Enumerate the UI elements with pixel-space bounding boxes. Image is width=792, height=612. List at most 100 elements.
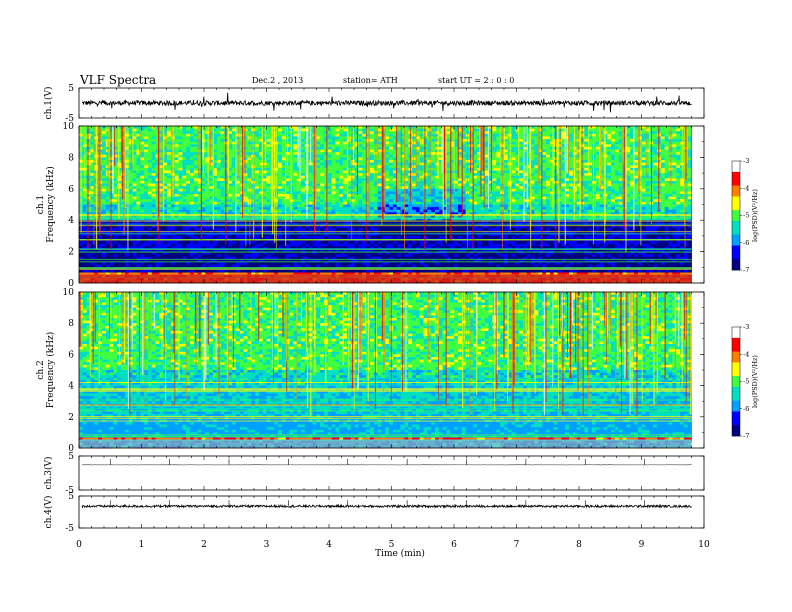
spectrogram-cell — [634, 173, 639, 177]
spectrogram-cell — [159, 152, 164, 156]
spectrogram-cell — [580, 157, 585, 161]
spectrogram-cell — [664, 162, 669, 166]
spectrogram-cell — [488, 139, 493, 143]
spectrogram-cell — [569, 149, 574, 153]
spectrogram-cell — [660, 162, 666, 166]
spectrogram-cell — [293, 183, 298, 187]
spectrogram-cell — [335, 178, 340, 182]
spectrogram-cell — [469, 196, 474, 200]
spectrogram-cell — [660, 201, 666, 205]
spectrogram-cell — [163, 141, 168, 145]
spectrogram-cell — [212, 173, 218, 177]
spectrogram-cell — [278, 154, 283, 158]
spectrogram-cell — [324, 128, 329, 132]
spectrogram-cell — [266, 196, 271, 200]
spectrogram-cell — [86, 194, 91, 198]
spectrogram-cell — [174, 188, 179, 192]
spectrogram-cell — [584, 199, 589, 203]
spectrogram-cell — [496, 188, 501, 192]
spectrogram-cell — [389, 133, 394, 137]
spectrogram-cell — [461, 141, 467, 145]
spectrogram-cell — [404, 183, 409, 187]
spectrogram-cell — [128, 201, 133, 205]
spectrogram-cell — [641, 141, 646, 145]
spectrogram-cell — [515, 152, 520, 156]
spectrogram-cell — [159, 191, 164, 195]
spectrogram-cell — [611, 183, 616, 187]
spectrogram-cell — [419, 139, 424, 143]
spectrogram-cell — [86, 149, 91, 153]
spectrogram-cell — [389, 201, 394, 205]
spectrogram-cell — [465, 170, 470, 174]
spectrogram-cell — [366, 180, 371, 184]
spectrogram-cell — [469, 162, 474, 166]
spectrogram-cell — [346, 183, 352, 187]
spectrogram-cell — [301, 162, 306, 166]
spectrogram-cell — [404, 160, 409, 164]
spectrogram-cell — [190, 183, 195, 187]
spectrogram-cell — [618, 194, 623, 198]
spectrogram-cell — [580, 175, 585, 179]
spectrogram-cell — [392, 126, 398, 130]
spectrogram-cell — [193, 165, 199, 169]
spectrogram-cell — [530, 175, 535, 179]
spectrogram-cell — [193, 152, 199, 156]
spectrogram-cell — [546, 167, 551, 171]
spectrogram-cell — [316, 133, 321, 137]
spectrogram-cell — [423, 167, 428, 171]
spectrogram-cell — [144, 194, 149, 198]
spectrogram-cell — [327, 128, 333, 132]
spectrogram-cell — [86, 191, 91, 195]
spectrogram-cell — [645, 146, 650, 150]
spectrogram-cell — [324, 160, 329, 164]
spectrogram-cell — [626, 133, 631, 137]
spectrogram-cell — [167, 199, 172, 203]
spectrogram-cell — [664, 170, 669, 174]
spectrogram-cell — [457, 178, 463, 182]
spectrogram-cell — [239, 175, 245, 179]
spectrogram-cell — [519, 149, 524, 153]
spectrogram-cell — [90, 191, 95, 195]
spectrogram-cell — [392, 152, 398, 156]
spectrogram-cell — [140, 128, 145, 132]
spectrogram-cell — [320, 144, 325, 148]
spectrogram-cell — [473, 139, 478, 143]
spectrogram-cell — [683, 201, 689, 205]
spectrogram-cell — [377, 175, 382, 179]
spectrogram-cell — [209, 126, 214, 130]
spectrogram-cell — [90, 201, 95, 205]
spectrogram-cell — [530, 144, 535, 148]
spectrogram-cell — [534, 152, 539, 156]
spectrogram-cell — [446, 162, 451, 166]
spectrogram-cell — [561, 126, 566, 130]
spectrogram-cell — [645, 175, 650, 179]
spectrogram-cell — [676, 160, 681, 164]
spectrogram-cell — [523, 141, 528, 145]
spectrogram-cell — [354, 170, 359, 174]
spectrogram-cell — [216, 165, 222, 169]
spectrogram-cell — [239, 173, 245, 177]
spectrogram-cell — [611, 160, 616, 164]
spectrogram-cell — [534, 183, 539, 187]
spectrogram-cell — [534, 170, 539, 174]
spectrogram-cell — [385, 157, 390, 161]
spectrogram-cell — [595, 173, 601, 177]
spectrogram-cell — [140, 191, 145, 195]
spectrogram-cell — [358, 173, 363, 177]
spectrogram-cell — [645, 173, 650, 177]
spectrogram-cell — [358, 146, 363, 150]
spectrogram-cell — [144, 131, 149, 135]
spectrogram-cell — [496, 131, 501, 135]
spectrogram-cell — [285, 191, 290, 195]
spectrogram-cell — [580, 165, 585, 169]
spectrogram-cell — [350, 152, 356, 156]
spectrogram-cell — [358, 162, 363, 166]
spectrogram-cell — [480, 178, 486, 182]
spectrogram-cell — [588, 162, 593, 166]
spectrogram-cell — [404, 170, 409, 174]
spectrogram-cell — [435, 160, 440, 164]
spectrogram-cell — [641, 199, 646, 203]
spectrogram-cell — [687, 133, 692, 137]
spectrogram-cell — [366, 141, 371, 145]
spectrogram-cell — [431, 183, 436, 187]
